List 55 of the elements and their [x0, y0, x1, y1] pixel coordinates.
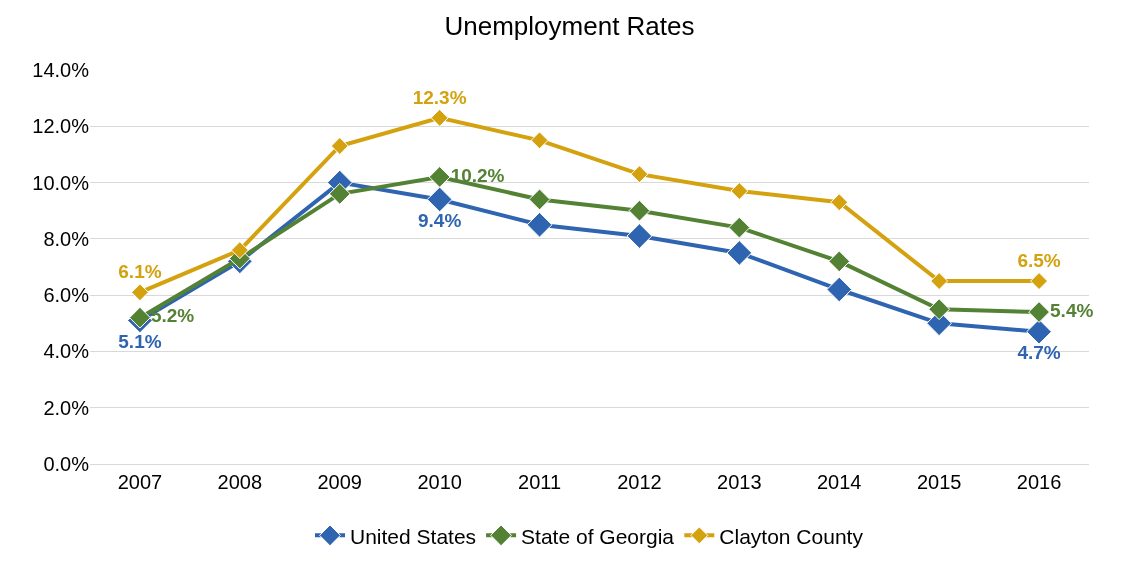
- point: [230, 241, 249, 260]
- data-label: 5.2%: [150, 305, 195, 327]
- point: [930, 272, 949, 291]
- point: [830, 193, 849, 212]
- data-label: 5.1%: [118, 330, 162, 352]
- data-label: 6.5%: [1017, 250, 1061, 272]
- point: [528, 188, 551, 211]
- legend-label: United States: [350, 524, 477, 548]
- y-tick-label: 0.0%: [43, 453, 90, 475]
- point: [430, 108, 449, 127]
- point: [530, 131, 549, 150]
- y-tick-label: 2.0%: [43, 396, 90, 419]
- point: [1026, 318, 1052, 345]
- point: [1030, 272, 1048, 291]
- point: [728, 216, 751, 239]
- point: [129, 306, 151, 329]
- legend-label: Clayton County: [719, 524, 864, 548]
- chart-title: Unemployment Rates: [444, 11, 695, 42]
- point: [328, 182, 351, 205]
- point: [630, 165, 649, 184]
- point: [330, 137, 349, 155]
- x-tick-label: 2015: [916, 471, 962, 493]
- data-label: 9.4%: [417, 209, 462, 231]
- legend-label: State of Georgia: [521, 524, 675, 548]
- point: [928, 298, 951, 321]
- y-tick-label: 10.0%: [32, 171, 90, 194]
- x-tick-label: 2010: [417, 471, 462, 493]
- point: [828, 250, 851, 273]
- data-label: 12.3%: [412, 86, 467, 108]
- point: [131, 283, 149, 302]
- y-tick-label: 8.0%: [43, 227, 90, 250]
- y-tick-label: 4.0%: [43, 340, 90, 363]
- y-tick-label: 6.0%: [43, 284, 90, 307]
- y-tick-label: 14.0%: [32, 59, 90, 81]
- point: [526, 211, 553, 238]
- x-tick-label: 2013: [717, 471, 762, 493]
- point: [626, 223, 653, 249]
- data-label: 6.1%: [118, 261, 162, 283]
- x-tick-label: 2009: [317, 471, 362, 493]
- x-tick-label: 2014: [817, 471, 862, 493]
- point: [730, 182, 749, 200]
- x-tick-label: 2012: [617, 471, 662, 493]
- x-tick-label: 2008: [217, 471, 263, 493]
- point: [826, 276, 853, 303]
- point: [726, 240, 753, 266]
- point: [428, 166, 451, 188]
- x-tick-label: 2011: [518, 471, 562, 493]
- data-label: 4.7%: [1017, 341, 1061, 363]
- point: [628, 199, 651, 222]
- y-tick-label: 12.0%: [32, 115, 90, 138]
- x-tick-label: 2007: [117, 471, 163, 493]
- data-label: 5.4%: [1050, 299, 1094, 321]
- point: [426, 186, 453, 213]
- x-tick-label: 2016: [1016, 471, 1062, 493]
- point: [1028, 301, 1050, 323]
